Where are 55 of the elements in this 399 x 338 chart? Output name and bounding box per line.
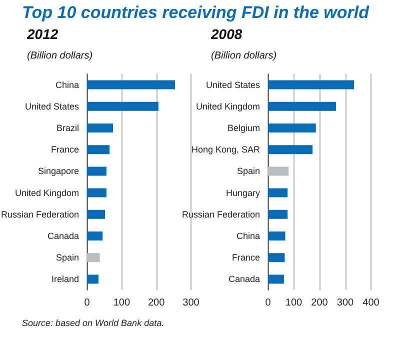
x-tick-label: 100 [285,298,303,308]
bar [87,274,98,284]
y-tick-label: Canada [47,231,79,241]
bar [268,253,285,262]
bar [268,188,288,198]
bar [268,166,289,176]
y-tick-label: Hungary [226,188,260,198]
bar [268,210,288,219]
y-tick-label: China [236,231,260,241]
bar [87,166,106,176]
bar [87,188,106,198]
chart-subtitle: (Billion dollars) [27,50,93,62]
bar [268,145,313,154]
y-tick-label: United Kingdom [14,188,79,198]
y-tick-label: Canada [228,274,260,284]
bar [87,102,158,111]
y-tick-label: China [55,80,79,90]
y-tick-label: Russian Federation [0,209,79,220]
chart-title: 2012 [26,26,58,42]
chart-subtitle: (Billion dollars) [211,50,277,62]
x-tick-label: 300 [182,298,200,308]
source-note: Source: based on World Bank data. [22,318,164,328]
y-tick-label: Ireland [51,274,79,284]
text: Top 10 countries receiving FDI in the world [22,3,369,23]
bar [268,124,316,132]
chart-title: 2008 [210,26,242,42]
x-tick-label: 300 [336,298,354,308]
x-tick-label: 200 [148,298,166,308]
x-tick-label: 0 [265,298,272,308]
y-tick-label: Spain [56,252,79,263]
bar [87,210,106,219]
y-tick-label: United Kingdom [196,101,260,112]
y-tick-label: Singapore [38,166,79,176]
x-tick-label: 200 [311,298,328,308]
bar [268,274,284,284]
y-tick-label: Belgium [227,123,260,133]
y-tick-label: Russian Federation [182,209,260,220]
y-tick-label: Hong Kong, SAR [191,144,260,155]
y-tick-label: Spain [236,166,260,176]
x-tick-label: 0 [84,298,90,308]
bar [87,232,103,240]
y-tick-label: Brazil [56,123,79,133]
y-tick-label: United States [24,101,80,112]
y-tick-label: United States [206,80,260,90]
bar [87,145,110,154]
bar [87,124,113,132]
bar [268,102,336,111]
y-tick-label: France [232,252,260,263]
bar [268,80,354,90]
bar [268,232,286,240]
x-tick-label: 400 [362,298,380,308]
bar [87,253,100,262]
x-tick-label: 100 [113,298,130,308]
bar [87,80,176,90]
y-tick-label: France [50,144,79,155]
